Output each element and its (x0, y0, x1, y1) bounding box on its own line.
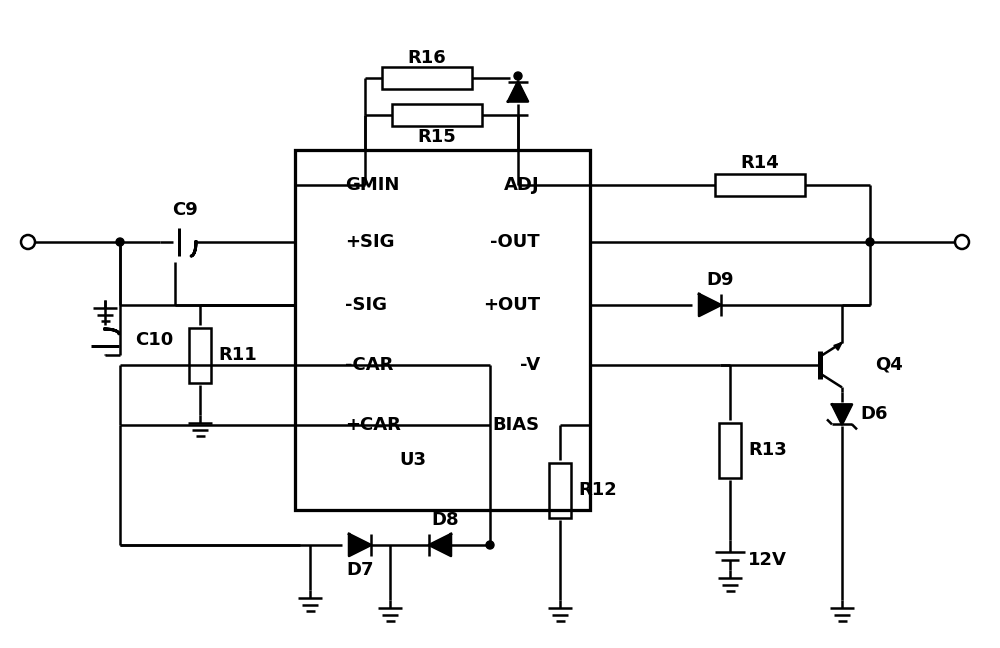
Text: Q4: Q4 (875, 356, 903, 374)
Text: R16: R16 (407, 49, 446, 67)
Polygon shape (349, 534, 371, 556)
Text: BIAS: BIAS (493, 416, 540, 434)
Text: 12V: 12V (748, 551, 787, 569)
Text: +CAR: +CAR (345, 416, 401, 434)
Circle shape (486, 541, 494, 549)
Bar (549, 463, 571, 518)
Polygon shape (832, 404, 852, 424)
Text: U3: U3 (399, 451, 426, 469)
Text: GMIN: GMIN (345, 176, 399, 194)
Bar (382, 67, 472, 89)
Text: +OUT: +OUT (483, 296, 540, 314)
Bar (392, 104, 482, 126)
Text: R13: R13 (748, 441, 787, 459)
Text: R14: R14 (741, 154, 779, 172)
Text: ADJ: ADJ (504, 176, 540, 194)
Text: C9: C9 (172, 201, 198, 219)
Polygon shape (508, 82, 528, 102)
Polygon shape (834, 343, 842, 351)
Bar (295, 150, 590, 510)
Text: R15: R15 (417, 128, 456, 146)
Text: +SIG: +SIG (345, 233, 394, 251)
Text: D7: D7 (346, 561, 374, 579)
Text: -SIG: -SIG (345, 296, 387, 314)
Text: -V: -V (520, 356, 540, 374)
Bar (719, 422, 741, 478)
Bar (189, 327, 211, 382)
Polygon shape (429, 534, 451, 556)
Circle shape (514, 72, 522, 80)
Circle shape (866, 238, 874, 246)
Text: -OUT: -OUT (490, 233, 540, 251)
Text: D9: D9 (706, 271, 734, 289)
Text: -CAR: -CAR (345, 356, 393, 374)
Text: C10: C10 (135, 331, 173, 349)
Bar (715, 174, 805, 196)
Text: D8: D8 (431, 511, 459, 529)
Circle shape (116, 238, 124, 246)
Text: D6: D6 (860, 406, 888, 423)
Text: R11: R11 (218, 346, 257, 364)
Text: R12: R12 (578, 481, 617, 499)
Polygon shape (699, 294, 721, 316)
